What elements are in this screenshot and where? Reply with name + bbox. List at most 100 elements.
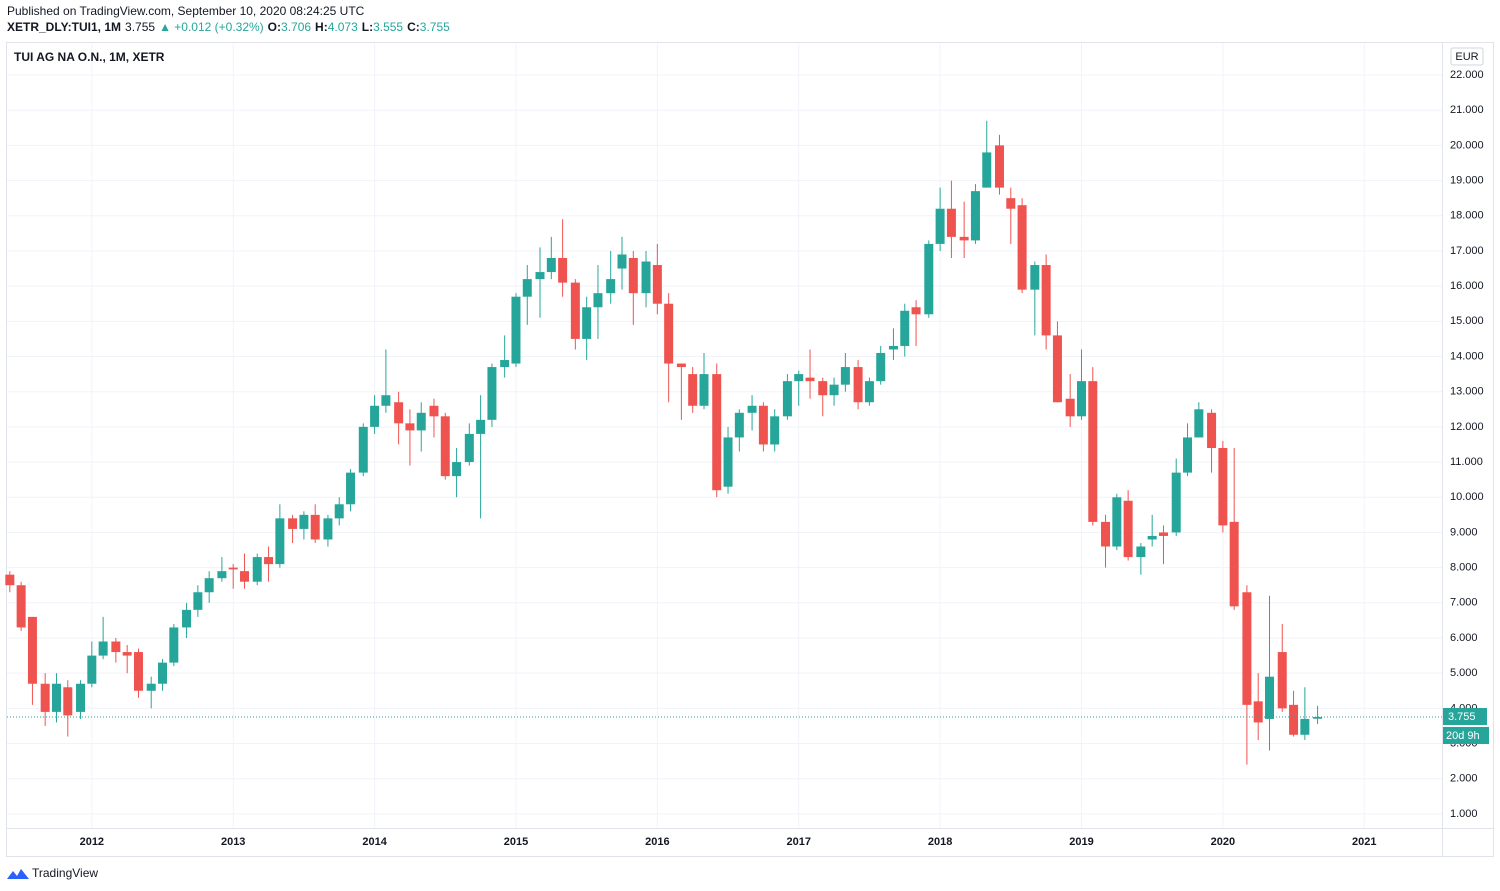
candle-body (204, 578, 214, 593)
candle-body (582, 307, 592, 339)
candle-body (829, 384, 839, 396)
candle-body (1088, 381, 1098, 522)
y-tick-label: 10.000 (1450, 491, 1484, 503)
candle-body (275, 518, 285, 565)
ohlc-label: H: (315, 20, 328, 34)
candle-body (734, 412, 744, 438)
candle-body (535, 272, 545, 280)
candle-body (1242, 592, 1252, 705)
candle-body (487, 367, 497, 420)
candle-body (924, 243, 934, 315)
candle-body (5, 574, 15, 586)
last: 3.755 (125, 20, 155, 34)
candle-body (1006, 198, 1016, 209)
candle-body (641, 261, 651, 294)
candle-body (970, 191, 980, 241)
candle-body (1076, 381, 1086, 417)
footer-logo: TradingView (7, 866, 98, 880)
y-tick-label: 8.000 (1450, 562, 1478, 574)
candle-body (310, 514, 320, 540)
candle-body (1277, 652, 1287, 709)
last-price-label: 3.755 (1448, 711, 1476, 723)
ohlc-value: 4.073 (328, 20, 358, 34)
ohlc-label: L: (362, 20, 373, 34)
candle-body (593, 293, 603, 308)
y-tick-label: 18.000 (1450, 210, 1484, 222)
candle-body (628, 257, 638, 294)
candle-body (1171, 472, 1181, 533)
logo-icon (7, 869, 29, 879)
ohlc-label: C: (407, 20, 420, 34)
ohlc-value: 3.555 (373, 20, 403, 34)
y-tick-label: 2.000 (1450, 773, 1478, 785)
candle-body (288, 518, 298, 529)
x-tick-label: 2021 (1352, 836, 1376, 848)
candle-body (1253, 701, 1263, 723)
candle-body (782, 381, 792, 417)
candle-body (876, 352, 886, 382)
candle-body (264, 557, 274, 565)
candle-body (87, 655, 97, 684)
candle-body (217, 571, 227, 579)
candle-body (63, 687, 73, 716)
x-tick-label: 2018 (928, 836, 952, 848)
candle-body (1265, 676, 1275, 719)
candle-body (522, 279, 532, 297)
candle-body (111, 641, 121, 653)
candle-body (394, 402, 404, 424)
candle-body (935, 208, 945, 244)
candle-body (98, 641, 108, 656)
y-tick-label: 12.000 (1450, 421, 1484, 433)
y-tick-label: 16.000 (1450, 280, 1484, 292)
footer: TradingView (32, 866, 98, 880)
candle-body (652, 265, 662, 304)
candle-body (688, 374, 698, 406)
candle-body (1101, 521, 1111, 547)
candle-body (546, 257, 556, 273)
y-tick-label: 11.000 (1450, 456, 1483, 468)
candle-body (40, 683, 50, 712)
y-tick-label: 13.000 (1450, 386, 1484, 398)
candle-body (1030, 265, 1040, 290)
candle-body (1158, 532, 1168, 536)
x-tick-label: 2020 (1211, 836, 1235, 848)
candle-body (1183, 437, 1193, 473)
ohlc-label: O: (268, 20, 281, 34)
y-tick-label: 22.000 (1450, 69, 1484, 81)
candle-body (193, 592, 203, 610)
candle-body (334, 504, 344, 519)
candle-body (381, 395, 391, 406)
candle-body (747, 405, 757, 413)
candle-body (770, 416, 780, 445)
candle-body (416, 412, 426, 431)
candle-body (1052, 335, 1062, 403)
y-tick-label: 5.000 (1450, 667, 1478, 679)
grid (7, 43, 1442, 828)
candle-body (723, 437, 733, 487)
candle-body (606, 279, 616, 294)
chart-frame (6, 42, 1494, 857)
candle-body (405, 423, 415, 431)
candle-body (676, 363, 686, 368)
candle-body (664, 303, 674, 364)
y-tick-label: 17.000 (1450, 245, 1484, 257)
candle-body (122, 652, 132, 656)
candle-body (27, 616, 37, 684)
y-tick-label: 20.000 (1450, 139, 1484, 151)
y-tick-label: 1.000 (1450, 808, 1478, 820)
candle-body (476, 419, 486, 434)
last-price-box (1443, 707, 1487, 725)
candle-body (323, 518, 333, 540)
candle-body (617, 254, 627, 269)
candle-body (370, 405, 380, 427)
candle-body (570, 282, 580, 339)
candle-body (1147, 535, 1157, 540)
x-tick-label: 2015 (504, 836, 528, 848)
candle-body (440, 416, 450, 477)
candle-body (840, 367, 850, 385)
candle-body (1136, 546, 1146, 558)
currency-box (1450, 47, 1484, 66)
y-tick-label: 19.000 (1450, 174, 1484, 186)
candle-body (252, 557, 262, 582)
